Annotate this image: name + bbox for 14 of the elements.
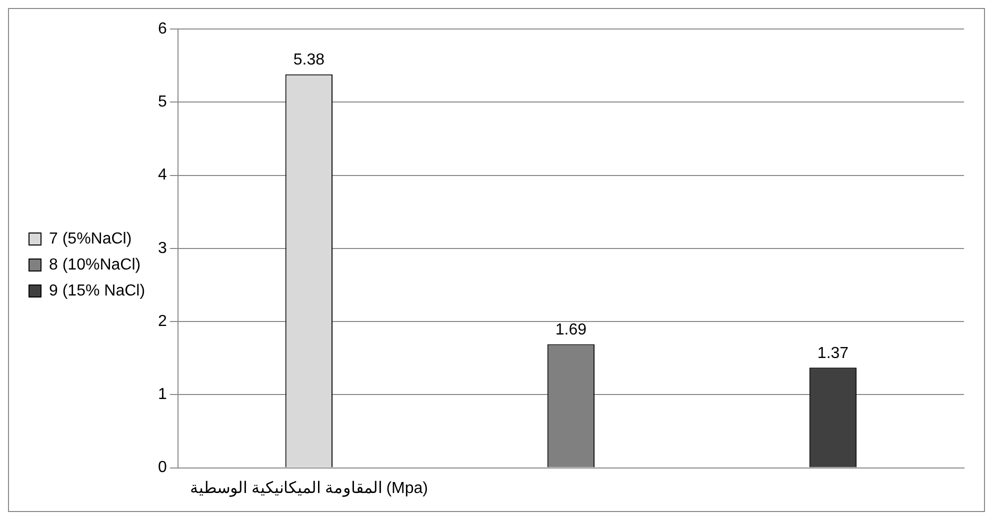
- legend-label: 9 (15% NaCl): [49, 282, 146, 300]
- y-tick-label: 2: [158, 312, 168, 330]
- data-label: 5.38: [293, 52, 325, 69]
- y-tick-label: 6: [158, 20, 168, 38]
- y-tick-label: 3: [158, 240, 168, 257]
- legend-label: 7 (5%NaCl): [49, 230, 132, 248]
- x-tick-label: المقاومة الميكانيكية الوسطية (Mpa): [190, 480, 428, 497]
- legend-label: 8 (10%NaCl): [49, 256, 141, 274]
- y-tick-label: 0: [158, 459, 168, 476]
- y-tick-label: 5: [158, 94, 168, 111]
- data-label: 1.69: [555, 322, 587, 339]
- y-tick-label: 4: [158, 166, 168, 184]
- data-label: 1.37: [817, 345, 849, 362]
- y-tick-label: 1: [158, 386, 168, 404]
